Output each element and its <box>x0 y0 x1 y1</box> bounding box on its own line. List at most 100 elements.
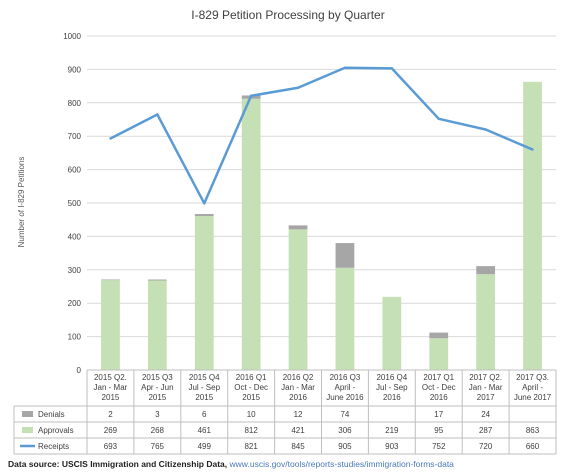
x-category-10-line-3: June 2017 <box>514 393 552 402</box>
x-category-4-line-1: 2016 Q1 <box>236 373 267 382</box>
x-category-2-line-3: 2015 <box>148 393 166 402</box>
approvals-bar-2 <box>147 280 167 370</box>
approvals-bar-4 <box>241 98 261 371</box>
chart-canvas: I-829 Petition Processing by Quarter Num… <box>13 8 557 455</box>
receipts-point-1 <box>109 137 112 140</box>
receipts-value-2: 765 <box>151 442 165 451</box>
approvals-value-6: 306 <box>338 426 352 435</box>
x-category-1-line-2: Jan - Mar <box>94 383 128 392</box>
approvals-value-4: 812 <box>244 426 258 435</box>
x-category-6-line-2: April - <box>335 383 356 392</box>
x-category-2-line-1: 2015 Q3 <box>142 373 173 382</box>
chart-title: I-829 Petition Processing by Quarter <box>191 8 384 22</box>
receipts-value-5: 845 <box>291 442 305 451</box>
receipts-point-5 <box>296 86 300 89</box>
approvals-bar-9 <box>476 274 496 370</box>
receipts-value-9: 720 <box>479 442 493 451</box>
receipts-value-1: 693 <box>104 442 118 451</box>
approvals-value-7: 219 <box>385 426 399 435</box>
denials-value-9: 24 <box>481 410 490 419</box>
x-category-7-line-3: 2016 <box>383 393 401 402</box>
x-category-8-line-1: 2017 Q1 <box>423 373 454 382</box>
receipts-value-7: 903 <box>385 442 399 451</box>
receipts-line-group <box>109 66 534 205</box>
x-category-7-line-1: 2016 Q4 <box>376 373 407 382</box>
denials-bar-9 <box>476 266 496 275</box>
approvals-value-8: 95 <box>434 426 443 435</box>
y-tick-labels: 0 100 200 300 400 500 600 700 800 900 1000 <box>63 32 81 375</box>
approvals-bar-6 <box>335 267 355 370</box>
x-category-5-line-1: 2016 Q2 <box>283 373 314 382</box>
y-tick-500: 500 <box>68 199 82 208</box>
denials-value-4: 10 <box>247 410 256 419</box>
y-tick-100: 100 <box>68 333 82 342</box>
denials-bar-5 <box>288 225 308 230</box>
approvals-bar-5 <box>288 229 308 370</box>
y-tick-600: 600 <box>68 166 82 175</box>
approvals-value-2: 268 <box>151 426 165 435</box>
x-category-7-line-2: Jul - Sep <box>376 383 408 392</box>
denials-value-6: 74 <box>340 410 349 419</box>
approvals-value-10: 863 <box>526 426 540 435</box>
approvals-value-1: 269 <box>104 426 118 435</box>
approvals-bar-3 <box>194 216 214 370</box>
approvals-bar-7 <box>382 296 402 370</box>
x-category-10-line-2: April - <box>522 383 543 392</box>
y-tick-900: 900 <box>68 65 82 74</box>
receipts-value-3: 499 <box>198 442 212 451</box>
receipts-point-7 <box>390 67 394 70</box>
y-tick-800: 800 <box>68 99 82 108</box>
x-category-9-line-2: Jan - Mar <box>469 383 503 392</box>
receipts-value-6: 905 <box>338 442 352 451</box>
y-tick-300: 300 <box>68 266 82 275</box>
denials-bar-2 <box>147 279 167 281</box>
y-tick-400: 400 <box>68 232 82 241</box>
x-category-3-line-1: 2015 Q4 <box>189 373 220 382</box>
denials-legend-label: Denials <box>38 410 65 419</box>
x-category-10-line-1: 2017 Q3. <box>516 373 549 382</box>
approvals-bar-8 <box>429 338 449 370</box>
x-category-6-line-1: 2016 Q3 <box>330 373 361 382</box>
receipts-point-3 <box>203 202 206 205</box>
approvals-value-9: 287 <box>479 426 493 435</box>
denials-value-8: 17 <box>434 410 443 419</box>
x-category-8-line-2: Oct - Dec <box>422 383 456 392</box>
x-category-6-line-3: June 2016 <box>326 393 364 402</box>
y-tick-200: 200 <box>68 299 82 308</box>
receipts-point-10 <box>531 148 534 151</box>
approvals-value-3: 461 <box>198 426 212 435</box>
denials-value-2: 3 <box>155 410 160 419</box>
receipts-legend-label: Receipts <box>38 442 69 451</box>
approvals-legend-swatch <box>22 427 33 433</box>
receipts-point-6 <box>343 66 347 69</box>
denials-legend-swatch <box>22 411 33 417</box>
data-source-label: Data source: USCIS Immigration and Citiz… <box>8 459 228 469</box>
bars <box>101 81 542 371</box>
receipts-point-9 <box>484 128 487 131</box>
denials-bar-6 <box>335 243 355 268</box>
x-category-5-line-2: Jan - Mar <box>281 383 315 392</box>
receipts-value-8: 752 <box>432 442 446 451</box>
x-category-4-line-3: 2015 <box>242 393 260 402</box>
x-category-2-line-2: Apr - Jun <box>141 383 173 392</box>
x-category-4-line-2: Oct - Dec <box>234 383 268 392</box>
approvals-legend-label: Approvals <box>38 426 74 435</box>
data-source-link[interactable]: www.uscis.gov/tools/reports-studies/immi… <box>229 459 454 469</box>
receipts-line <box>109 66 534 205</box>
x-category-3-line-3: 2015 <box>195 393 213 402</box>
x-category-9-line-3: 2017 <box>477 393 495 402</box>
y-tick-0: 0 <box>77 366 82 375</box>
denials-bar-3 <box>194 214 214 217</box>
x-category-5-line-3: 2016 <box>289 393 307 402</box>
x-category-1-line-1: 2015 Q2. <box>94 373 127 382</box>
denials-value-5: 12 <box>294 410 303 419</box>
receipts-point-4 <box>249 94 253 97</box>
approvals-value-5: 421 <box>291 426 305 435</box>
denials-bar-8 <box>429 332 449 339</box>
approvals-bar-10 <box>523 81 542 371</box>
denials-value-1: 2 <box>108 410 113 419</box>
data-source-note: Data source: USCIS Immigration and Citiz… <box>8 459 576 469</box>
approvals-bar-1 <box>101 280 120 370</box>
